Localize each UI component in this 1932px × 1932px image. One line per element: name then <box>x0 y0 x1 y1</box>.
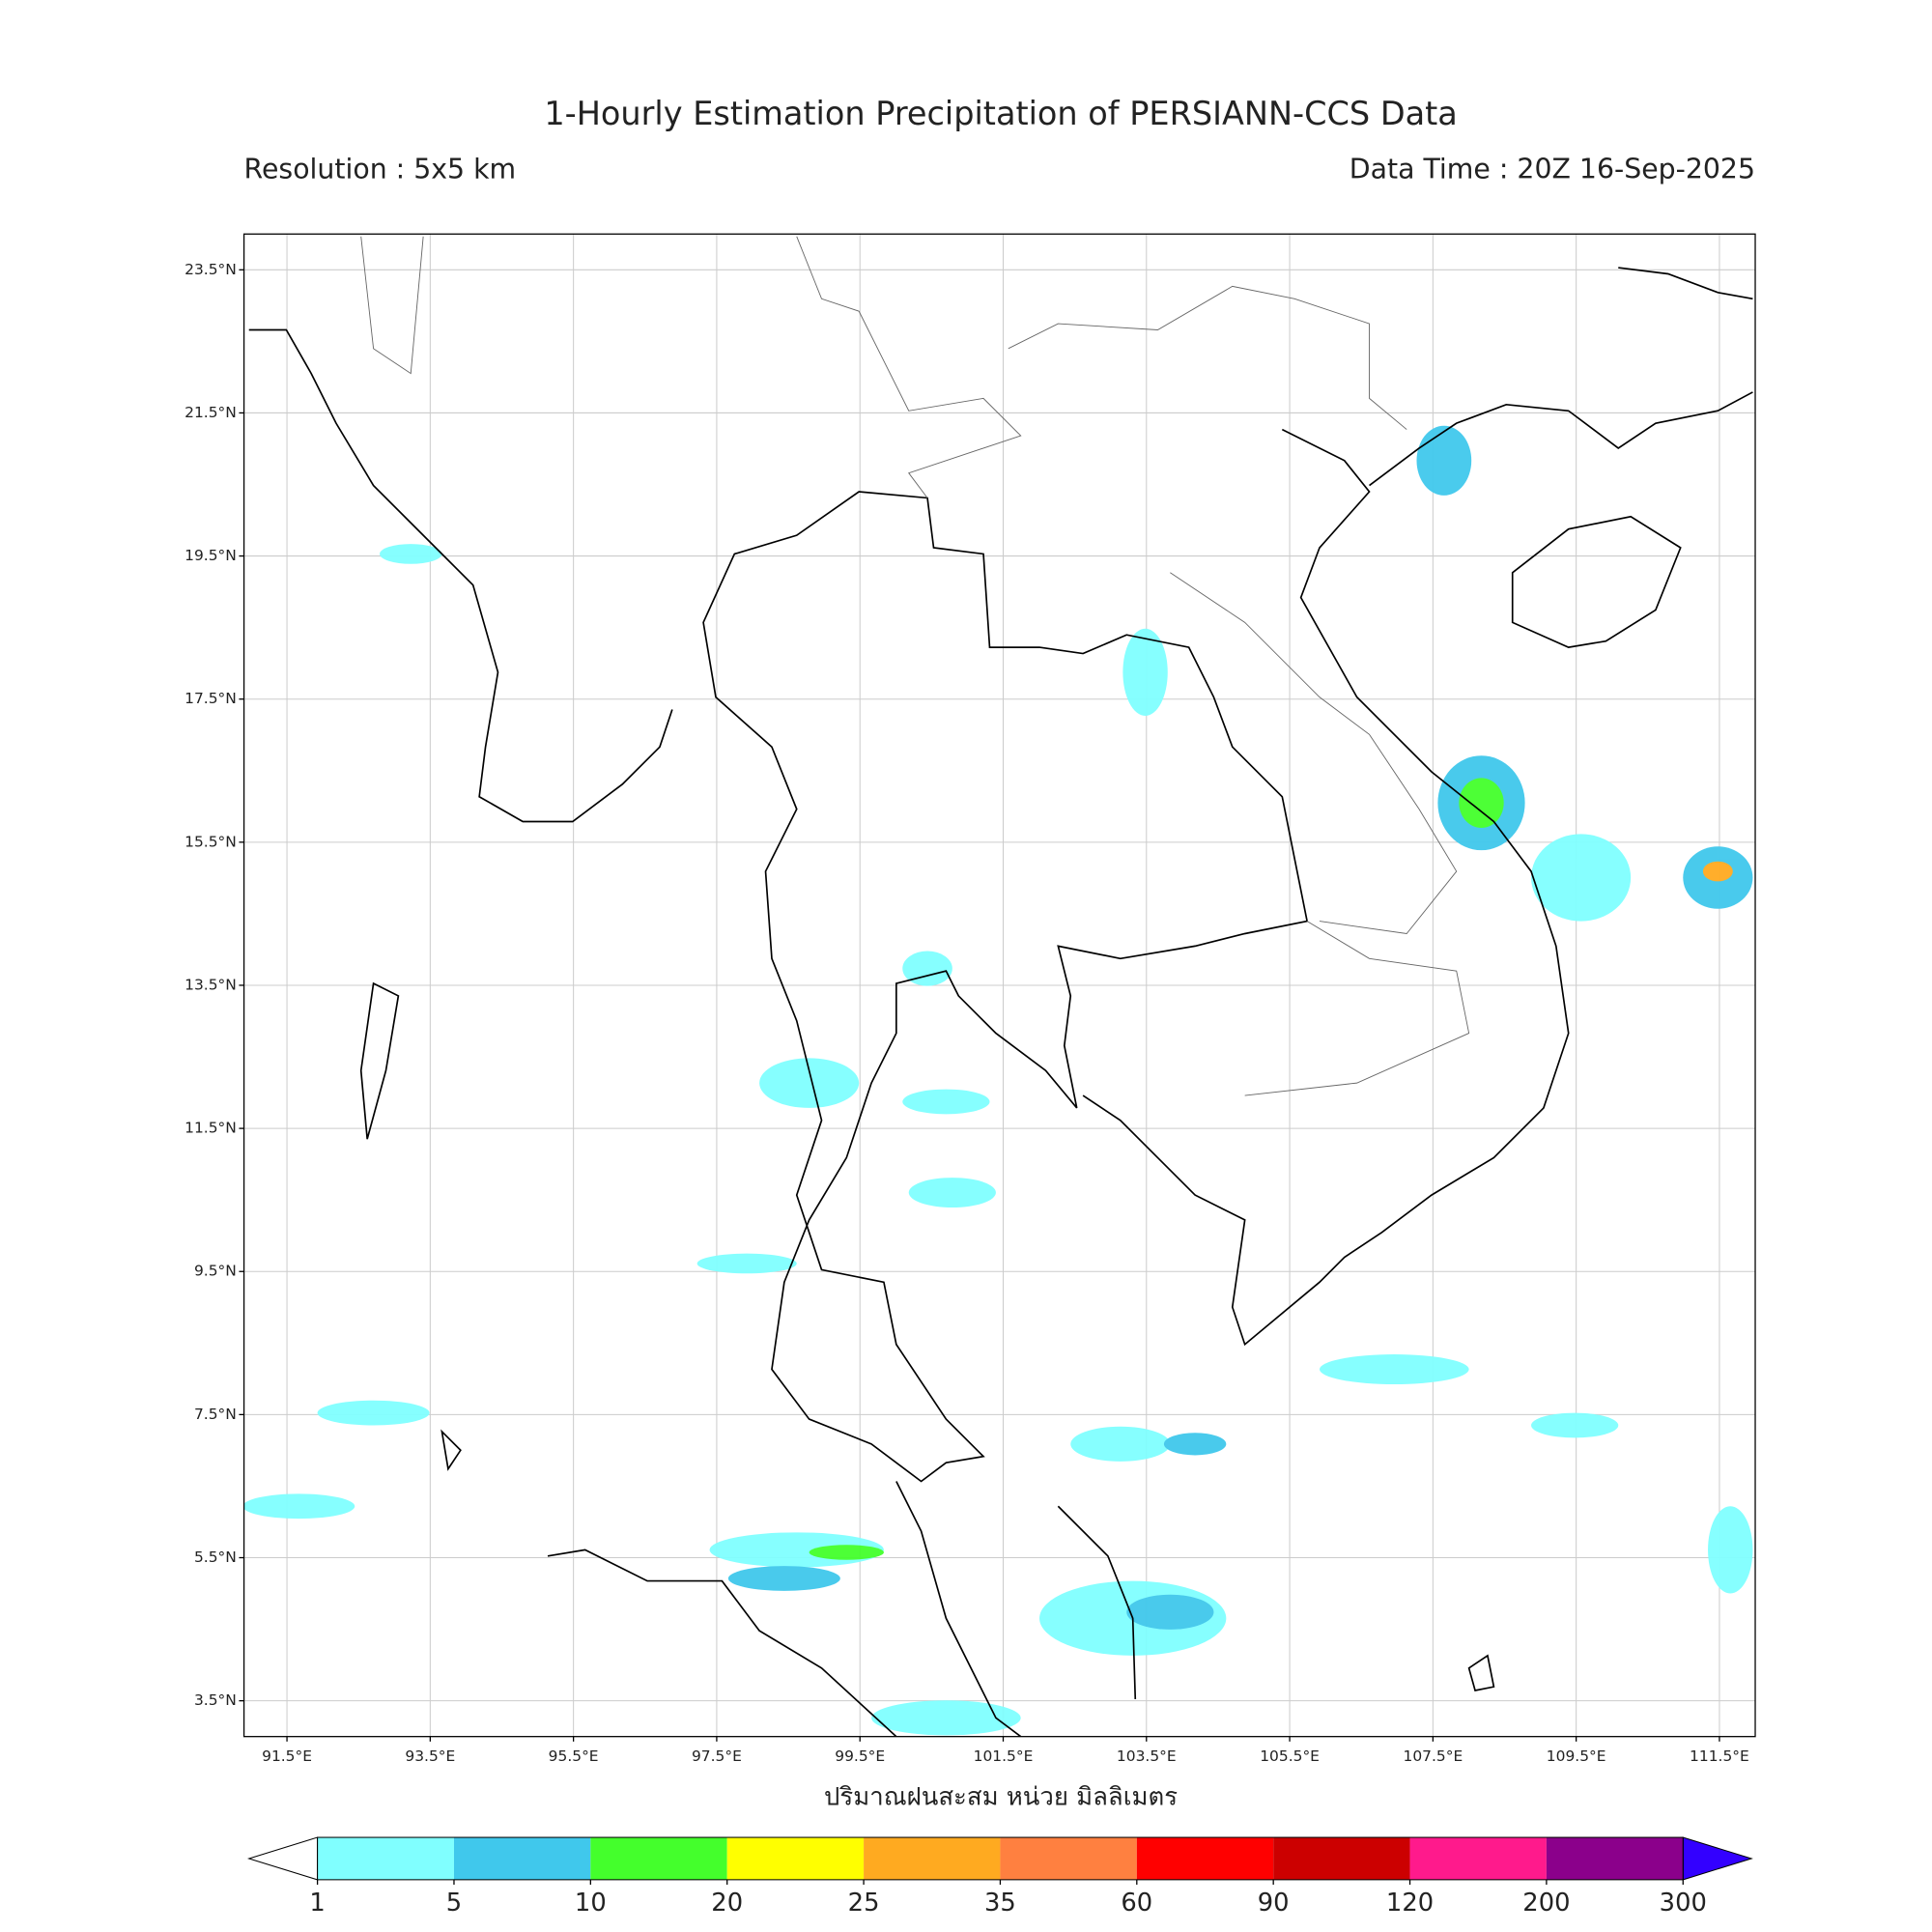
colorbar-bin <box>1273 1837 1410 1880</box>
y-tick-label: 19.5°N <box>185 547 237 564</box>
colorbar-tick-label: 1 <box>309 1889 325 1918</box>
subtitle-right: Data Time : 20Z 16-Sep-2025 <box>1350 153 1755 185</box>
y-tick-label: 9.5°N <box>194 1263 237 1280</box>
y-tick-label: 11.5°N <box>185 1120 237 1137</box>
colorbar-tick-label: 200 <box>1522 1889 1570 1918</box>
y-tick-label: 17.5°N <box>185 690 237 707</box>
coastlines <box>248 267 1753 1737</box>
x-tick-label: 101.5°E <box>974 1747 1034 1765</box>
x-tick-label: 103.5°E <box>1117 1747 1177 1765</box>
colorbar-bin <box>1409 1837 1547 1880</box>
y-tick-label: 21.5°N <box>185 404 237 421</box>
x-tick-label: 95.5°E <box>549 1747 599 1765</box>
colorbar-label: ปริมาณฝนสะสม หน่วย มิลลิเมตร <box>824 1783 1178 1812</box>
colorbar-tick-label: 5 <box>446 1889 462 1918</box>
colorbar-tick-label: 120 <box>1386 1889 1434 1918</box>
colorbar-tick-label: 35 <box>984 1889 1016 1918</box>
colorbar-bin <box>317 1837 454 1880</box>
colorbar-bin <box>1000 1837 1137 1880</box>
colorbar-tick-label: 10 <box>575 1889 607 1918</box>
colorbar-bin <box>726 1837 865 1880</box>
x-tick-label: 107.5°E <box>1403 1747 1463 1765</box>
colorbar-under <box>246 1836 319 1881</box>
colorbar-tick-label: 90 <box>1258 1889 1290 1918</box>
y-tick-label: 3.5°N <box>194 1691 237 1709</box>
colorbar-tick-label: 25 <box>848 1889 880 1918</box>
map-layers <box>243 236 1753 1737</box>
colorbar-bin <box>590 1837 727 1880</box>
colorbar-tick-label: 20 <box>711 1889 743 1918</box>
borders <box>360 236 1470 1096</box>
colorbar-over <box>1682 1836 1753 1881</box>
colorbar-frame <box>317 1836 1684 1881</box>
colorbar-bin <box>1546 1837 1684 1880</box>
x-tick-label: 105.5°E <box>1260 1747 1320 1765</box>
x-tick-label: 93.5°E <box>405 1747 455 1765</box>
y-tick-label: 7.5°N <box>194 1406 237 1423</box>
colorbar-tick-label: 300 <box>1660 1889 1707 1918</box>
colorbar-tick-label: 60 <box>1121 1889 1152 1918</box>
subtitle-left: Resolution : 5x5 km <box>244 153 517 185</box>
grid: 91.5°E 93.5°E 95.5°E 97.5°E 99.5°E 101.5°E 103… <box>185 234 1756 1765</box>
y-tick-label: 5.5°N <box>194 1548 237 1566</box>
y-tick-label: 13.5°N <box>185 976 237 993</box>
x-tick-label: 109.5°E <box>1547 1747 1606 1765</box>
x-tick-label: 99.5°E <box>835 1747 885 1765</box>
x-tick-label: 97.5°E <box>692 1747 742 1765</box>
x-tick-label: 91.5°E <box>262 1747 312 1765</box>
title: 1-Hourly Estimation Precipitation of PER… <box>544 95 1458 132</box>
map-frame <box>242 233 1756 1738</box>
y-tick-label: 15.5°N <box>185 833 237 850</box>
colorbar-bin <box>1136 1837 1274 1880</box>
colorbar: 1 5 10 20 25 35 60 90 120 200 300 <box>246 1836 1753 1918</box>
rain <box>243 425 1753 1736</box>
colorbar-bin <box>864 1837 1001 1880</box>
y-tick-label: 23.5°N <box>185 261 237 278</box>
x-tick-label: 111.5°E <box>1690 1747 1749 1765</box>
colorbar-bin <box>453 1837 591 1880</box>
